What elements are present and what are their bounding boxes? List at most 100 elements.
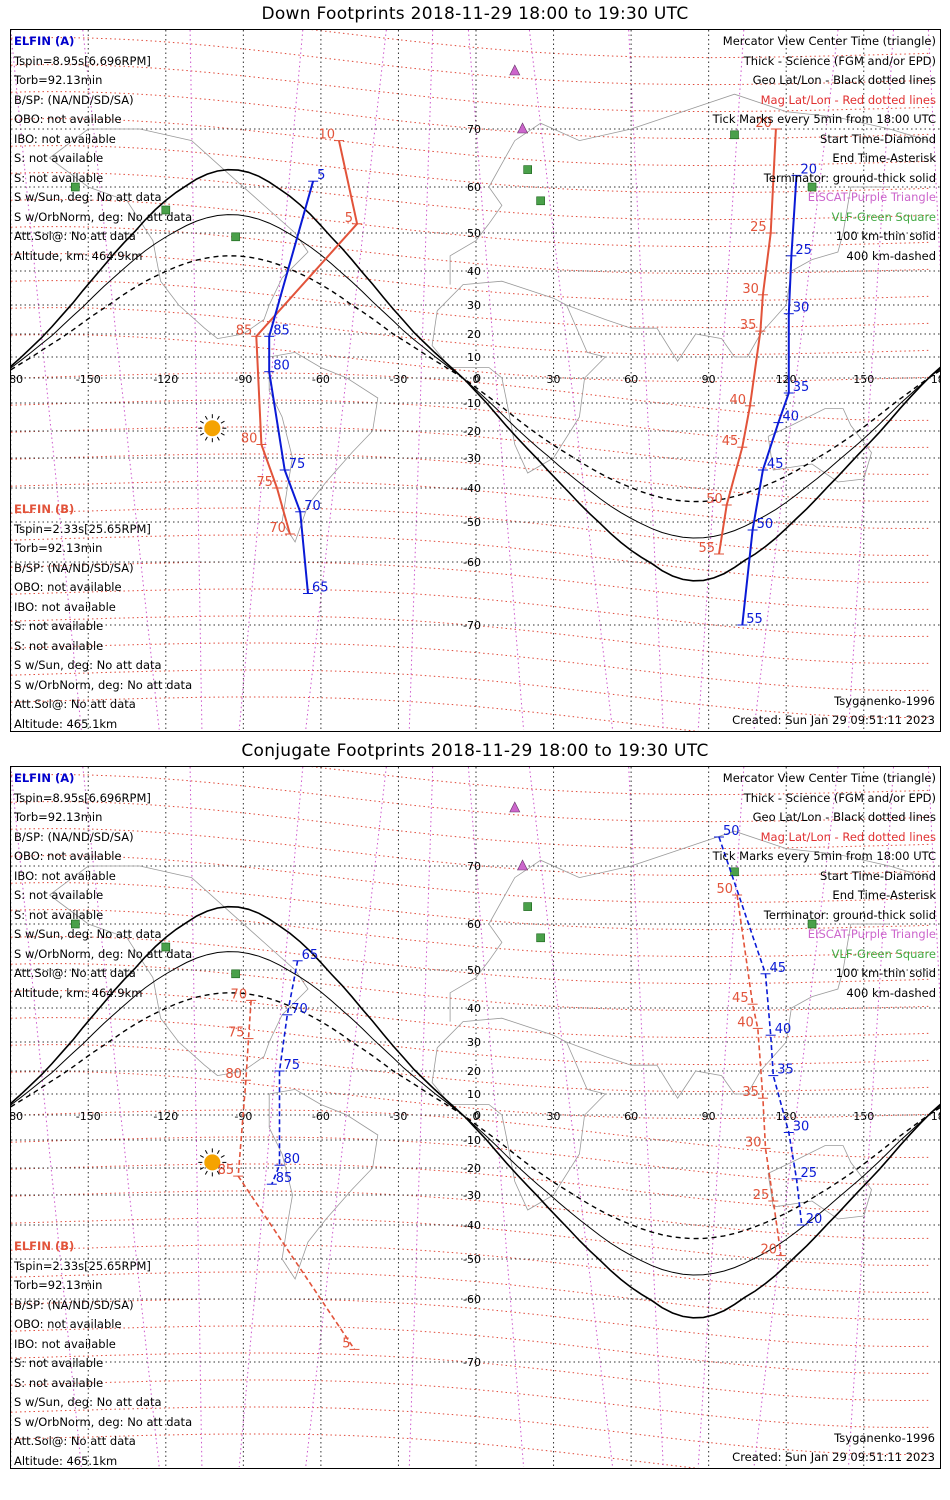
lat-tick-label: 40 xyxy=(467,1002,481,1015)
info-line: OBO: not available xyxy=(14,1317,122,1331)
track-tick-label: 75 xyxy=(228,1026,245,1041)
mag-lat-line xyxy=(11,1433,700,1468)
legend-item: Mag Lat/Lon - Red dotted lines xyxy=(760,92,936,107)
legend-item: Thick - Science (FGM and/or EPD) xyxy=(743,790,936,805)
terminator-curve xyxy=(11,214,940,539)
mag-lat-line xyxy=(11,1136,932,1186)
coastline xyxy=(566,186,890,362)
elfin-b-track-red xyxy=(255,140,359,535)
info-line: S: not available xyxy=(14,907,104,922)
lat-tick-label: 60 xyxy=(467,918,481,931)
info-line: Altitude: 465.1km xyxy=(14,1453,118,1468)
terminator-curve xyxy=(11,905,940,1319)
info-line: B/SP: (NA/ND/SD/SA) xyxy=(14,560,134,575)
legend-item: Geo Lat/Lon - Black dotted lines xyxy=(752,73,936,87)
lat-tick-label: -50 xyxy=(463,516,481,529)
coastline xyxy=(449,830,929,1022)
lon-tick-label: -180 xyxy=(11,373,23,386)
elfin-a-name: ELFIN (A) xyxy=(14,771,75,785)
legend: Mercator View Center Time (triangle) Thi… xyxy=(713,769,936,1003)
track-tick-label: 80 xyxy=(273,359,290,374)
track-tick-label: 75 xyxy=(284,1058,301,1073)
lon-tick-label: 180 xyxy=(931,373,941,386)
mag-lat-line xyxy=(11,1071,932,1120)
elfin-b-track-red xyxy=(237,1000,356,1350)
track-tick-label: 45 xyxy=(770,961,787,976)
terminator-curve xyxy=(11,951,940,1276)
info-line: S: not available xyxy=(14,888,104,902)
track-tick-label: 85 xyxy=(236,323,253,338)
eiscat-triangle xyxy=(517,122,529,134)
legend-item: Thick - Science (FGM and/or EPD) xyxy=(743,53,936,68)
mag-lat-line xyxy=(11,1109,932,1159)
mag-lat-line xyxy=(11,480,932,530)
track-tick-label: 45 xyxy=(732,991,749,1006)
legend-item: Tick Marks every 5min from 18:00 UTC xyxy=(712,112,936,126)
coastline xyxy=(268,1088,379,1280)
lon-tick-label: 60 xyxy=(624,1110,638,1123)
track-tick-label: 5 xyxy=(317,168,325,183)
legend-item: 100 km-thin solid xyxy=(835,966,936,980)
info-line: S: not available xyxy=(14,619,104,633)
info-line: IBO: not available xyxy=(14,868,116,883)
title-conjugate: Conjugate Footprints 2018-11-29 18:00 to… xyxy=(241,741,709,761)
sun-ray xyxy=(204,1170,208,1175)
lon-tick-label: -150 xyxy=(76,1110,101,1123)
sun-ray xyxy=(216,415,220,420)
lon-tick-label: -180 xyxy=(11,1110,23,1123)
vlf-station-square xyxy=(161,942,171,952)
track-tick-label: 85 xyxy=(273,323,290,338)
sun-icon xyxy=(204,420,221,437)
sun-ray xyxy=(220,420,225,424)
lon-tick-label: 90 xyxy=(702,1110,716,1123)
mag-lon-line xyxy=(528,30,614,731)
lat-tick-label: -70 xyxy=(463,1356,481,1369)
info-line: Att.Sol@: No att data xyxy=(14,229,136,243)
lon-tick-label: -60 xyxy=(312,1110,330,1123)
mag-lat-line xyxy=(11,1217,932,1267)
sun-ray xyxy=(220,432,225,436)
info-line: OBO: not available xyxy=(14,580,122,594)
legend-item: Start Time-Diamond xyxy=(820,131,936,146)
legend-item: EISCAT-Purple Triangle xyxy=(807,190,936,204)
lon-tick-label: 180 xyxy=(931,1110,941,1123)
mag-lat-line xyxy=(11,1044,932,1093)
mag-lat-line xyxy=(11,669,932,719)
track-tick-label: 50 xyxy=(706,492,723,507)
track-tick-label: 70 xyxy=(231,987,248,1002)
created-label: Created: Sun Jan 29 09:51:11 2023 xyxy=(732,1450,935,1464)
mag-lat-line xyxy=(11,64,932,113)
track-tick-label: 70 xyxy=(291,1002,308,1017)
track-tick-label: 45 xyxy=(722,434,739,449)
mag-lon-line xyxy=(305,30,387,731)
legend-item: Mercator View Center Time (triangle) xyxy=(722,34,936,48)
vlf-station-square xyxy=(161,205,171,215)
info-line: S w/OrbNorm, deg: No att data xyxy=(14,677,193,692)
map-conjugate: -180-150-120-90-60-300306090120150180706… xyxy=(11,767,941,1468)
mag-lat-line xyxy=(11,1406,932,1456)
mag-lon-line xyxy=(528,767,614,1468)
sun-icon xyxy=(204,1154,221,1171)
track-tick-label: 45 xyxy=(767,457,784,472)
elfin-b-track-blue xyxy=(268,180,315,594)
vlf-station-square xyxy=(807,182,817,192)
mag-lat-line xyxy=(11,561,932,611)
lon-tick-label: 120 xyxy=(776,1110,797,1123)
lat-tick-label: 50 xyxy=(467,964,481,977)
lat-tick-label: 10 xyxy=(467,1088,481,1101)
lon-tick-label: 30 xyxy=(547,1110,561,1123)
legend-item: 400 km-dashed xyxy=(846,985,936,1000)
mag-lat-line xyxy=(11,426,932,476)
lat-tick-label: -30 xyxy=(463,1189,481,1202)
mag-lon-line xyxy=(753,30,839,731)
lat-tick-label: -70 xyxy=(463,619,481,632)
mag-lat-line xyxy=(11,145,932,194)
legend-item: EISCAT-Purple Triangle xyxy=(807,927,936,941)
track-tick-label: 30 xyxy=(793,1120,810,1135)
mag-lat-line xyxy=(11,334,932,383)
legend-item: Tick Marks every 5min from 18:00 UTC xyxy=(712,849,936,863)
mag-lon-line xyxy=(467,30,525,731)
info-elfin-a: ELFIN (A) Tspin=8.95s[6.696RPM] Torb=92.… xyxy=(14,32,192,266)
sun-ray xyxy=(216,1170,220,1175)
mag-lat-line xyxy=(11,1017,932,1066)
